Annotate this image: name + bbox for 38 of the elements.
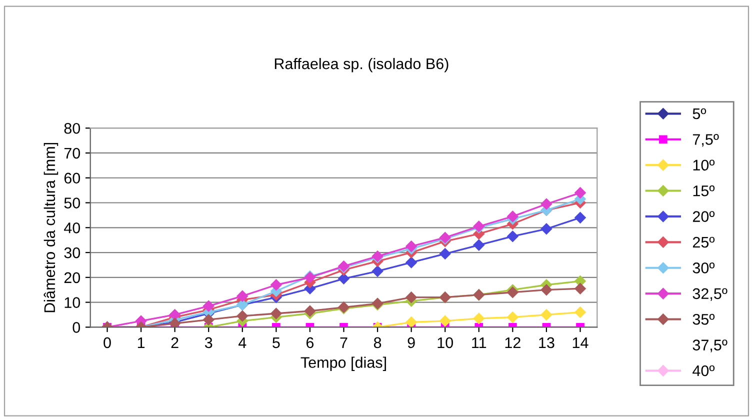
- x-tick-label: 14: [572, 337, 588, 348]
- y-tick-label: 20: [64, 272, 80, 284]
- chart-title: Raffaelea sp. (isolado B6): [274, 58, 448, 72]
- x-tick-label: 13: [539, 337, 554, 348]
- x-tick-label: 2: [171, 337, 178, 348]
- x-tick-label: 11: [472, 337, 486, 348]
- x-tick-label: 3: [204, 337, 212, 348]
- y-tick-label: 10: [64, 297, 80, 308]
- y-tick-label: 0: [72, 322, 80, 333]
- y-tick-label: 50: [64, 198, 80, 208]
- x-tick-label: 12: [505, 337, 520, 348]
- y-tick-label: 70: [64, 148, 80, 159]
- legend-label: 35º: [692, 314, 715, 325]
- legend-label: 15º: [693, 185, 715, 196]
- legend-label: 5º: [692, 108, 706, 120]
- x-tick-label: 7: [340, 337, 348, 348]
- x-tick-label: 8: [374, 337, 382, 348]
- x-axis-title: Tempo [dias]: [300, 356, 386, 371]
- text: 37,5º: [692, 340, 728, 352]
- y-tick-label: 80: [64, 122, 80, 134]
- x-tick-label: 6: [306, 337, 314, 348]
- y-axis-title: Diâmetro da cultura [mm]: [44, 142, 58, 312]
- x-tick-label: 9: [408, 337, 415, 348]
- x-tick-label: 5: [272, 337, 280, 348]
- x-tick-label: 4: [238, 337, 246, 348]
- x-tick-label: 1: [138, 337, 145, 348]
- legend-label: 32,5º: [692, 288, 728, 301]
- y-tick-label: 40: [64, 222, 80, 234]
- legend-label: 7,5º: [692, 134, 719, 147]
- legend-label: 25º: [692, 236, 715, 248]
- y-tick-label: 60: [64, 172, 80, 184]
- legend-label: 10º: [693, 160, 715, 171]
- legend-label: 30º: [692, 262, 715, 274]
- x-tick-label: 0: [104, 337, 111, 348]
- y-tick-label: 30: [64, 247, 80, 258]
- legend-label: 40º: [692, 365, 715, 376]
- x-tick-label: 10: [438, 337, 453, 348]
- legend-label: 20º: [692, 211, 715, 222]
